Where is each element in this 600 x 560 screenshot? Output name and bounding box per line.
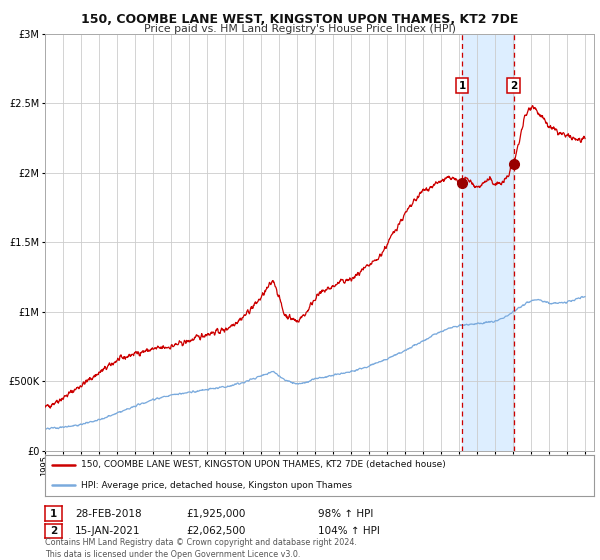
Text: 2: 2 xyxy=(510,81,517,91)
Text: 2: 2 xyxy=(50,526,57,536)
Bar xyxy=(462,34,514,451)
Text: Contains HM Land Registry data © Crown copyright and database right 2024.
This d: Contains HM Land Registry data © Crown c… xyxy=(45,538,357,559)
Text: £2,062,500: £2,062,500 xyxy=(186,526,245,536)
Text: 28-FEB-2018: 28-FEB-2018 xyxy=(75,508,142,519)
Text: 150, COOMBE LANE WEST, KINGSTON UPON THAMES, KT2 7DE (detached house): 150, COOMBE LANE WEST, KINGSTON UPON THA… xyxy=(80,460,445,469)
Text: 1: 1 xyxy=(458,81,466,91)
Text: 98% ↑ HPI: 98% ↑ HPI xyxy=(318,508,373,519)
Text: 15-JAN-2021: 15-JAN-2021 xyxy=(75,526,140,536)
Text: 104% ↑ HPI: 104% ↑ HPI xyxy=(318,526,380,536)
Text: 1: 1 xyxy=(50,508,57,519)
Text: Price paid vs. HM Land Registry's House Price Index (HPI): Price paid vs. HM Land Registry's House … xyxy=(144,24,456,34)
Text: HPI: Average price, detached house, Kingston upon Thames: HPI: Average price, detached house, King… xyxy=(80,481,352,490)
Text: £1,925,000: £1,925,000 xyxy=(186,508,245,519)
Text: 150, COOMBE LANE WEST, KINGSTON UPON THAMES, KT2 7DE: 150, COOMBE LANE WEST, KINGSTON UPON THA… xyxy=(82,13,518,26)
